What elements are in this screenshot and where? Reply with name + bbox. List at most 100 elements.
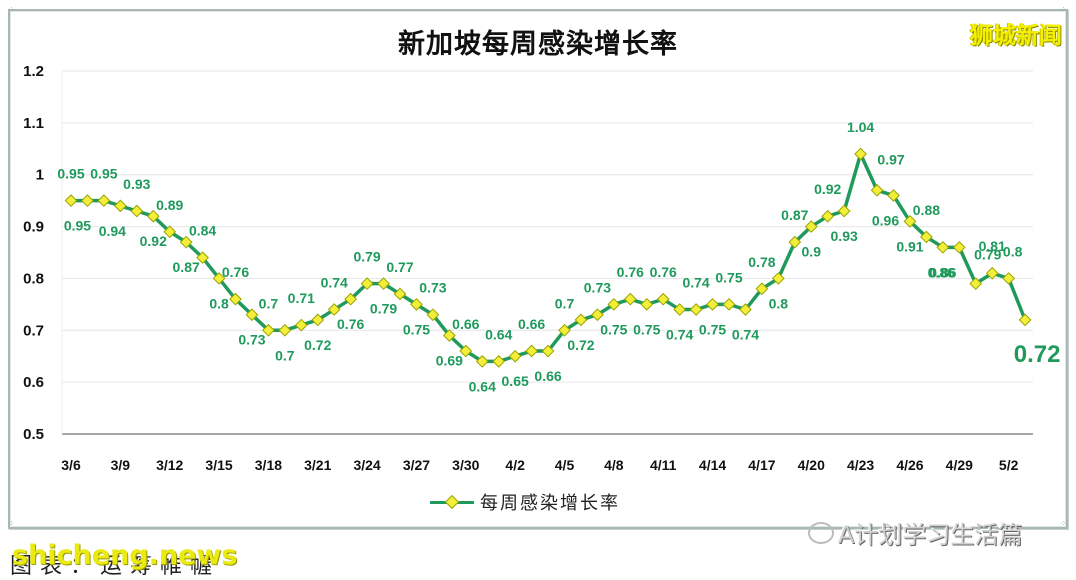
data-label: 0.94 xyxy=(99,223,126,239)
data-label: 0.65 xyxy=(502,373,529,389)
data-label: 0.93 xyxy=(123,176,150,192)
y-tick-label: 0.9 xyxy=(23,219,44,236)
data-point-marker xyxy=(294,318,308,332)
data-label: 0.75 xyxy=(403,321,430,337)
data-point-marker xyxy=(607,297,621,311)
data-point-marker xyxy=(574,313,588,327)
site-watermark: shicheng.news xyxy=(12,540,238,571)
data-point-marker xyxy=(739,303,752,316)
data-label: 0.86 xyxy=(929,264,956,280)
x-tick-label: 3/24 xyxy=(353,457,380,473)
resize-handle-bottom-right[interactable]: ⁘ xyxy=(1060,519,1067,528)
resize-handle-top-left[interactable]: ⁘ xyxy=(8,5,15,14)
data-point-marker xyxy=(393,287,407,301)
data-point-marker xyxy=(985,266,999,280)
data-point-marker xyxy=(771,272,785,285)
data-label: 0.72 xyxy=(304,337,331,353)
data-point-marker xyxy=(442,329,456,342)
data-label: 0.95 xyxy=(90,166,117,182)
data-point-marker xyxy=(903,215,917,228)
data-point-marker xyxy=(311,313,325,327)
x-tick-label: 4/23 xyxy=(847,457,874,473)
data-point-marker xyxy=(969,277,983,290)
resize-handle-top-right[interactable]: ⁘ xyxy=(1060,5,1067,14)
account-watermark: A计划学习生活篇 xyxy=(808,515,1022,550)
data-label: 0.95 xyxy=(57,166,84,182)
data-label: 0.73 xyxy=(584,280,611,296)
data-label: 0.7 xyxy=(275,347,295,363)
data-point-marker xyxy=(81,194,94,208)
brand-watermark: 狮城新闻 xyxy=(970,23,1062,49)
data-label: 0.64 xyxy=(485,326,512,342)
data-point-marker xyxy=(558,323,571,337)
data-label: 0.74 xyxy=(682,275,709,291)
data-label: 0.79 xyxy=(974,247,1001,263)
legend: 每周感染增长率 xyxy=(430,489,620,515)
account-name: A计划学习生活篇 xyxy=(838,521,1023,549)
data-point-marker xyxy=(508,349,522,363)
data-label: 0.9 xyxy=(802,244,822,260)
y-tick-label: 1.2 xyxy=(23,63,44,80)
x-axis: 3/6 3/9 3/12 3/15 3/18 3/21 3/24 3/27 3/30 4/2 4/5… xyxy=(61,457,1018,473)
wechat-icon xyxy=(808,521,834,544)
data-label: 0.92 xyxy=(814,181,841,197)
data-label: 0.84 xyxy=(189,223,216,239)
data-label: 0.81 xyxy=(979,238,1006,254)
data-point-marker xyxy=(706,297,719,311)
data-label: 0.72 xyxy=(1014,341,1061,368)
data-label: 0.96 xyxy=(872,212,899,228)
data-label: 0.76 xyxy=(337,316,364,332)
data-point-marker xyxy=(179,235,193,249)
x-tick-label: 4/26 xyxy=(896,457,923,473)
data-point-marker xyxy=(673,303,687,316)
x-tick-label: 4/14 xyxy=(699,457,726,473)
data-point-marker xyxy=(936,240,950,254)
data-point-marker xyxy=(113,199,127,213)
chart-title: 新加坡每周感染增长率 xyxy=(398,29,678,60)
data-label: 0.87 xyxy=(173,259,200,275)
data-point-marker xyxy=(640,297,654,311)
data-label: 0.87 xyxy=(781,207,808,223)
data-label: 0.73 xyxy=(238,332,265,348)
y-tick-label: 1.1 xyxy=(23,115,44,132)
data-label: 0.75 xyxy=(715,269,742,285)
x-tick-label: 3/30 xyxy=(452,457,479,473)
data-point-marker xyxy=(870,183,884,197)
data-label: 0.86 xyxy=(928,264,955,280)
resize-handle-bottom-left[interactable]: ⁘ xyxy=(8,519,15,528)
data-label: 0.72 xyxy=(567,337,594,353)
data-point-marker xyxy=(196,251,209,265)
x-tick-label: 4/8 xyxy=(604,457,624,473)
data-point-marker xyxy=(327,303,341,316)
data-label: 0.93 xyxy=(831,228,858,244)
x-tick-label: 4/20 xyxy=(798,457,825,473)
legend-line-marker-icon xyxy=(430,495,474,509)
data-point-marker xyxy=(788,235,802,249)
y-tick-label: 0.7 xyxy=(23,322,44,339)
data-label: 0.77 xyxy=(386,259,413,275)
y-tick-label: 0.5 xyxy=(23,426,44,443)
x-tick-label: 3/6 xyxy=(61,457,81,473)
data-point-marker xyxy=(1002,272,1016,285)
data-label: 0.79 xyxy=(370,301,397,317)
data-label: 0.75 xyxy=(600,321,627,337)
data-label: 0.7 xyxy=(555,295,575,311)
data-label: 0.91 xyxy=(896,238,923,254)
data-point-marker xyxy=(459,344,473,358)
data-point-marker xyxy=(591,308,604,322)
data-point-marker xyxy=(722,297,736,311)
x-tick-label: 4/17 xyxy=(748,457,775,473)
data-point-marker xyxy=(163,225,177,239)
x-tick-label: 3/27 xyxy=(403,457,430,473)
data-label: 0.8 xyxy=(769,295,789,311)
data-label: 0.89 xyxy=(156,197,183,213)
data-point-marker xyxy=(426,308,440,322)
x-tick-label: 3/12 xyxy=(156,457,183,473)
data-labels: 0.950.950.950.940.930.920.890.870.840.80… xyxy=(57,119,1060,394)
data-point-marker xyxy=(492,355,506,368)
x-tick-label: 3/15 xyxy=(205,457,232,473)
data-label: 0.79 xyxy=(353,249,380,265)
data-label: 0.88 xyxy=(913,202,940,218)
data-label: 1.04 xyxy=(847,119,874,135)
